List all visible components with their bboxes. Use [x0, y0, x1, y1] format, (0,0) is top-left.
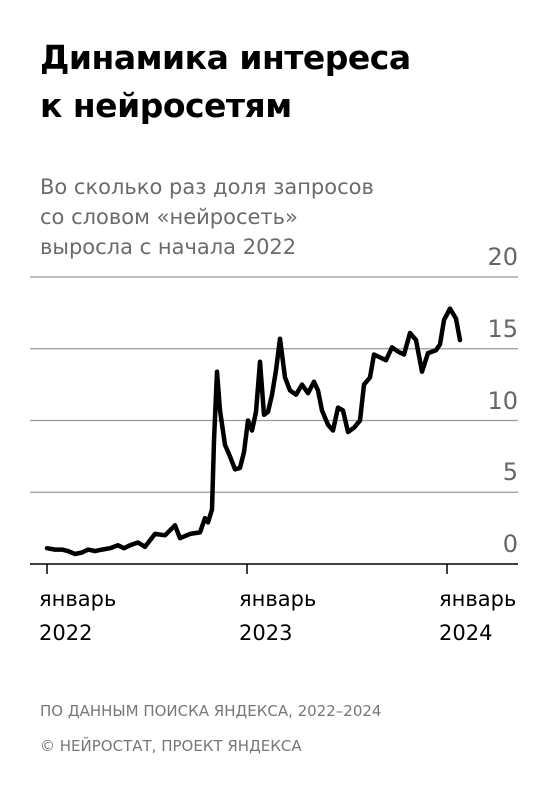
- x-tick-label: январь 2022: [39, 587, 117, 645]
- y-tick-label: 20: [487, 243, 518, 271]
- copyright-note: © НЕЙРОСТАТ, ПРОЕКТ ЯНДЕКСА: [40, 737, 302, 755]
- y-tick-label: 15: [487, 314, 518, 343]
- y-tick-label: 0: [502, 530, 518, 558]
- y-tick-label: 5: [502, 458, 518, 487]
- source-note: ПО ДАННЫМ ПОИСКА ЯНДЕКСА, 2022–2024: [40, 702, 382, 720]
- y-tick-label: 10: [487, 386, 518, 415]
- x-tick-label: январь 2023: [239, 587, 317, 645]
- data-line: [44, 306, 463, 557]
- chart-subtitle: Во сколько раз доля запросов со словом «…: [40, 175, 374, 259]
- chart-title: Динамика интереса к нейросетям: [40, 38, 411, 125]
- x-tick-label: январь 2024: [439, 587, 517, 645]
